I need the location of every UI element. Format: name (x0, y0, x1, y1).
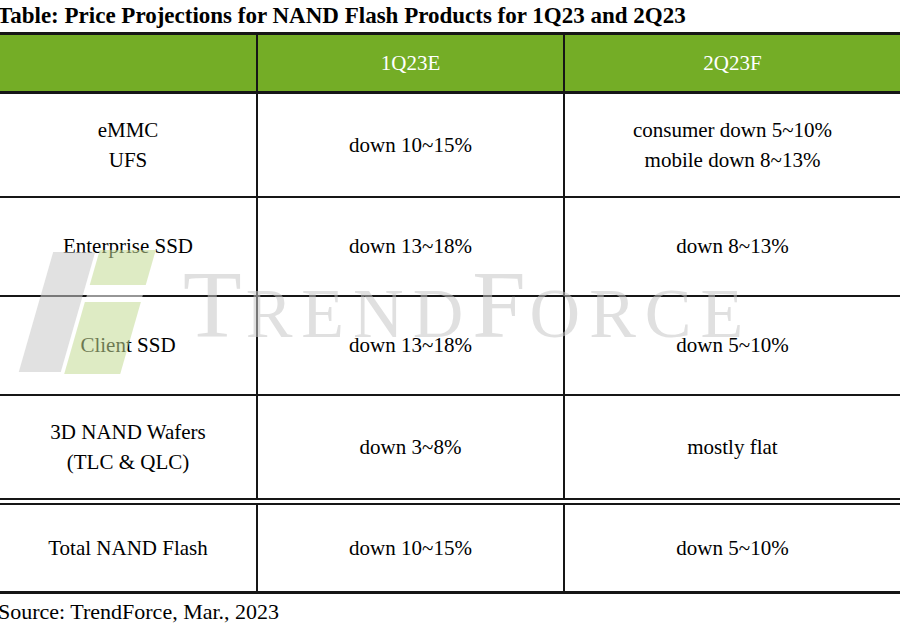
source-attribution: Source: TrendForce, Mar., 2023 (0, 599, 279, 625)
q2-value-cell: down 8~13% (565, 198, 900, 295)
product-cell: Enterprise SSD (0, 198, 258, 295)
q1-value-cell: down 10~15% (258, 94, 565, 196)
q1-value-cell: down 13~18% (258, 297, 565, 394)
product-cell: 3D NAND Wafers (TLC & QLC) (0, 396, 258, 498)
product-cell: Client SSD (0, 297, 258, 394)
table-header-row: 1Q23E 2Q23F (0, 35, 900, 94)
product-cell: Total NAND Flash (0, 505, 258, 591)
page-title: Table: Price Projections for NAND Flash … (0, 3, 686, 29)
header-product-column (0, 35, 258, 91)
table-row-3d-nand-wafers: 3D NAND Wafers (TLC & QLC) down 3~8% mos… (0, 396, 900, 500)
q1-value-cell: down 10~15% (258, 505, 565, 591)
q2-value-cell: consumer down 5~10% mobile down 8~13% (565, 94, 900, 196)
q2-value-cell: down 5~10% (565, 505, 900, 591)
q1-value-cell: down 13~18% (258, 198, 565, 295)
table-row-emmc-ufs: eMMC UFS down 10~15% consumer down 5~10%… (0, 94, 900, 198)
table-row-enterprise-ssd: Enterprise SSD down 13~18% down 8~13% (0, 198, 900, 297)
price-projection-table: 1Q23E 2Q23F eMMC UFS down 10~15% consume… (0, 32, 900, 594)
header-1q23e: 1Q23E (258, 35, 565, 91)
table-row-total-nand-flash: Total NAND Flash down 10~15% down 5~10% (0, 505, 900, 591)
q2-value-cell: down 5~10% (565, 297, 900, 394)
product-cell: eMMC UFS (0, 94, 258, 196)
header-2q23f: 2Q23F (565, 35, 900, 91)
q2-value-cell: mostly flat (565, 396, 900, 498)
table-row-client-ssd: Client SSD down 13~18% down 5~10% (0, 297, 900, 396)
q1-value-cell: down 3~8% (258, 396, 565, 498)
